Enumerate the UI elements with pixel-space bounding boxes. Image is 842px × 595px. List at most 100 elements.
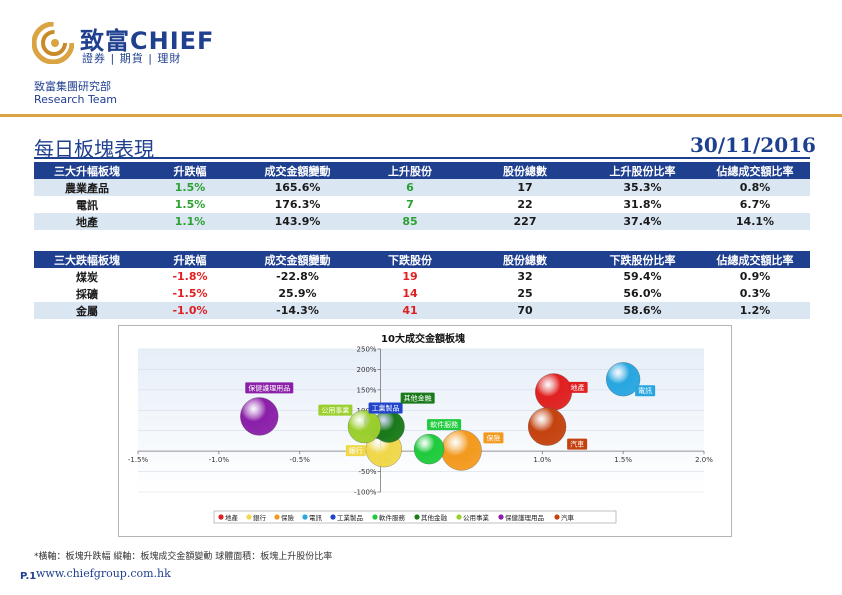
bubble-label-box [400, 392, 435, 404]
y-tick-label: -100% [354, 489, 377, 497]
legend-marker [246, 514, 252, 520]
table-row: 電訊 1.5% 176.3% 7 22 31.8% 6.7% [34, 196, 810, 213]
rising-ratio: 35.3% [585, 179, 700, 196]
bubble-label-box [427, 419, 462, 431]
header-sector: 三大跌幅板塊 [34, 251, 140, 268]
department-chinese: 致富集團研究部 [34, 80, 111, 93]
header-total-stocks: 股份總數 [465, 251, 585, 268]
bubble-5 [413, 433, 445, 465]
sector-name: 煤炭 [76, 270, 98, 284]
bubble-2 [441, 430, 482, 471]
turnover-change: -14.3% [240, 302, 355, 319]
sector-name: 地產 [34, 213, 140, 230]
table-row: 金屬 -1.0% -14.3% 41 70 58.6% 1.2% [34, 302, 810, 319]
bubble-label-box [318, 404, 353, 416]
top-rising-sectors-table: 三大升幅板塊 升跌幅 成交金額變動 上升股份 股份總數 上升股份比率 佔總成交額… [34, 162, 810, 230]
legend-marker [372, 514, 378, 520]
falling-stocks: 41 [355, 302, 465, 319]
x-tick-label: -1.5% [128, 456, 149, 464]
y-tick-label: -50% [358, 468, 376, 476]
legend-item: 工業製品 [337, 513, 363, 522]
legend-marker [274, 514, 280, 520]
turnover-change: 25.9% [278, 287, 317, 300]
x-tick-label: -1.0% [209, 456, 230, 464]
header-divider [0, 114, 842, 117]
report-date: 30/11/2016 [690, 133, 816, 157]
sector-name: 採礦 [76, 287, 98, 301]
legend-marker [414, 514, 420, 520]
turnover-share: 0.3% [739, 287, 771, 300]
table-header-row: 三大升幅板塊 升跌幅 成交金額變動 上升股份 股份總數 上升股份比率 佔總成交額… [34, 162, 810, 179]
turnover-change: 143.9% [240, 213, 355, 230]
rising-ratio: 37.4% [585, 213, 700, 230]
header-change: 升跌幅 [140, 251, 240, 268]
sector-name: 農業產品 [34, 179, 140, 196]
logo-tagline: 證券 | 期貨 | 理財 [82, 52, 182, 65]
sector-change: 1.5% [174, 198, 206, 211]
bubble-7 [347, 410, 381, 444]
chart-footnote: *橫軸：板塊升跌幅 縱軸：板塊成交金額變動 球體面積：板塊上升股份比率 [34, 552, 333, 562]
turnover-share: 1.2% [700, 302, 810, 319]
turnover-change: 176.3% [274, 198, 321, 211]
rising-ratio: 31.8% [623, 198, 662, 211]
website-link[interactable]: www.chiefgroup.com.hk [36, 567, 171, 580]
falling-ratio: 59.4% [623, 270, 662, 283]
bubble-label-box [567, 381, 588, 393]
bubble-label-box [368, 402, 403, 414]
bubble-label: 其他金融 [404, 394, 432, 403]
header-total-stocks: 股份總數 [465, 162, 585, 179]
legend-marker [456, 514, 462, 520]
y-tick-label: 200% [357, 366, 377, 374]
bubble-label: 軟件服務 [430, 420, 458, 429]
legend-item: 保險 [281, 513, 295, 522]
turnover-share: 6.7% [739, 198, 771, 211]
falling-ratio: 58.6% [585, 302, 700, 319]
sector-name: 電訊 [76, 198, 98, 212]
header-rising-stocks: 上升股份 [355, 162, 465, 179]
falling-stocks: 19 [402, 270, 418, 283]
legend-marker [498, 514, 504, 520]
bubble-label: 保險 [486, 433, 500, 442]
table-header-row: 三大跌幅板塊 升跌幅 成交金額變動 下跌股份 股份總數 下跌股份比率 佔總成交額… [34, 251, 810, 268]
turnover-change: 165.6% [240, 179, 355, 196]
x-tick-label: 2.0% [695, 456, 713, 464]
header-falling-ratio: 下跌股份比率 [585, 251, 700, 268]
header-turnover-change: 成交金額變動 [240, 251, 355, 268]
chart-title: 10大成交金額板塊 [381, 332, 465, 345]
sector-change: -1.0% [140, 302, 240, 319]
legend-item: 公用事業 [463, 513, 490, 522]
x-tick-label: -0.5% [290, 456, 311, 464]
bubble-3 [606, 362, 641, 397]
x-tick-label: 1.5% [614, 456, 632, 464]
y-tick-label: 250% [357, 346, 377, 354]
legend-item: 電訊 [309, 513, 323, 522]
sector-name: 金屬 [34, 302, 140, 319]
bubble-8 [240, 397, 279, 436]
table-row: 農業產品 1.5% 165.6% 6 17 35.3% 0.8% [34, 179, 810, 196]
sector-bubble-chart: 10大成交金額板塊 -1.5%-1.0%-0.5%0.0%0.5%1.0%1.5… [128, 332, 713, 524]
legend-item: 保健護理用品 [505, 513, 544, 522]
table-row: 採礦 -1.5% 25.9% 14 25 56.0% 0.3% [34, 285, 810, 302]
total-stocks: 32 [517, 270, 533, 283]
header-change: 升跌幅 [140, 162, 240, 179]
total-stocks: 22 [517, 198, 533, 211]
legend-marker [302, 514, 308, 520]
turnover-change: -22.8% [276, 270, 319, 283]
rising-stocks: 85 [355, 213, 465, 230]
x-tick-label: 1.0% [533, 456, 551, 464]
header-turnover-share: 佔總成交額比率 [700, 162, 810, 179]
legend-marker [330, 514, 336, 520]
bubble-label: 保健護理用品 [248, 383, 290, 392]
bubble-label-box [567, 438, 588, 450]
total-stocks: 227 [465, 213, 585, 230]
sector-change: -1.5% [172, 287, 208, 300]
logo-brand: 致富CHIEF [80, 27, 215, 55]
legend-marker [218, 514, 224, 520]
rising-stocks: 7 [406, 198, 414, 211]
table-row: 煤炭 -1.8% -22.8% 19 32 59.4% 0.9% [34, 268, 810, 285]
bubble-9 [528, 407, 567, 446]
bubble-label: 銀行 [349, 446, 363, 455]
bubble-label: 公用事業 [321, 406, 349, 415]
legend-item: 銀行 [253, 513, 267, 522]
turnover-share: 0.9% [739, 270, 771, 283]
